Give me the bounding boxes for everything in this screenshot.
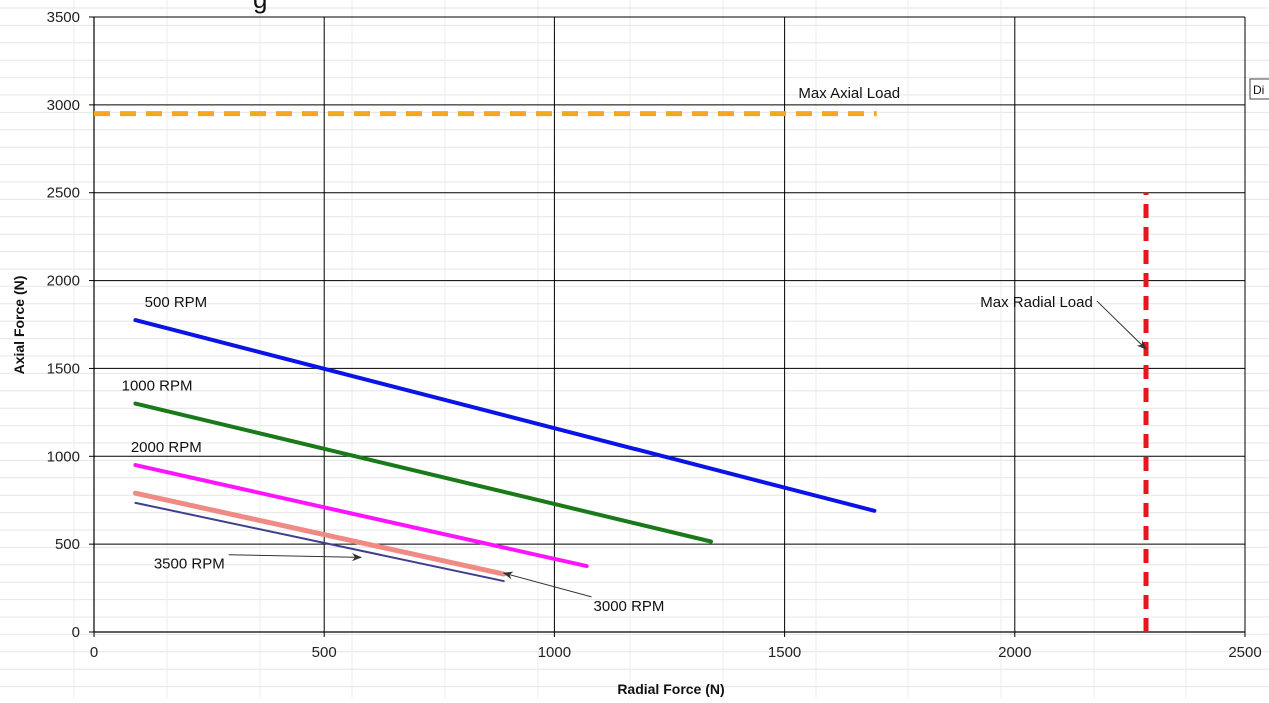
- annotation-2000-rpm: 2000 RPM: [131, 439, 202, 456]
- x-axis-ticks: 0 500 1000 1500 2000 2500: [90, 632, 1262, 661]
- chart-axes: [93, 17, 1245, 633]
- chart-title-fragment: g: [253, 0, 267, 14]
- y-tick-label: 3000: [47, 97, 80, 114]
- edge-tag-text: Di: [1253, 83, 1264, 97]
- annotation-500-rpm: 500 RPM: [145, 294, 208, 311]
- series-line-3500-rpm: [134, 501, 505, 583]
- y-tick-label: 3500: [47, 9, 80, 26]
- series-line-500-rpm: [133, 318, 877, 513]
- y-axis-ticks: 0 500 1000 1500 2000 2500 3000 3500: [47, 9, 94, 641]
- y-tick-label: 2000: [47, 273, 80, 290]
- y-tick-label: 1500: [47, 360, 80, 377]
- series-line-2000-rpm: [133, 463, 589, 569]
- y-tick-label: 0: [72, 624, 80, 641]
- annotation-layer: Max Axial Load 500 RPM 1000 RPM 2000 RPM Max…: [122, 85, 1147, 615]
- series-line-3000-rpm: [132, 490, 507, 577]
- y-axis-title: Axial Force (N): [11, 276, 27, 375]
- y-tick-label: 500: [55, 536, 80, 553]
- chart-gridlines: [94, 16, 1246, 632]
- x-tick-label: 2500: [1228, 644, 1261, 661]
- annotation-arrow-3500-rpm: [228, 553, 363, 562]
- x-axis-title: Radial Force (N): [617, 681, 724, 697]
- series-line-1000-rpm: [133, 401, 713, 544]
- series-layer: [132, 318, 877, 583]
- x-tick-label: 500: [312, 644, 337, 661]
- x-tick-label: 2000: [998, 644, 1031, 661]
- y-tick-label: 2500: [47, 185, 80, 202]
- x-tick-label: 0: [90, 644, 98, 661]
- y-tick-label: 1000: [47, 448, 80, 465]
- x-tick-label: 1500: [768, 644, 801, 661]
- annotation-max-radial-load: Max Radial Load: [980, 294, 1093, 311]
- annotation-3500-rpm: 3500 RPM: [154, 556, 225, 573]
- limits-layer: [94, 111, 1149, 632]
- annotation-max-axial-load: Max Axial Load: [798, 85, 900, 102]
- annotation-1000-rpm: 1000 RPM: [122, 377, 193, 394]
- annotation-arrow-max-radial-load: [1096, 300, 1147, 350]
- annotation-arrow-3000-rpm: [502, 571, 592, 598]
- edge-tag: Di: [1249, 78, 1269, 100]
- annotation-3000-rpm: 3000 RPM: [594, 598, 665, 615]
- x-tick-label: 1000: [538, 644, 571, 661]
- edge-tag-box: [1249, 78, 1269, 100]
